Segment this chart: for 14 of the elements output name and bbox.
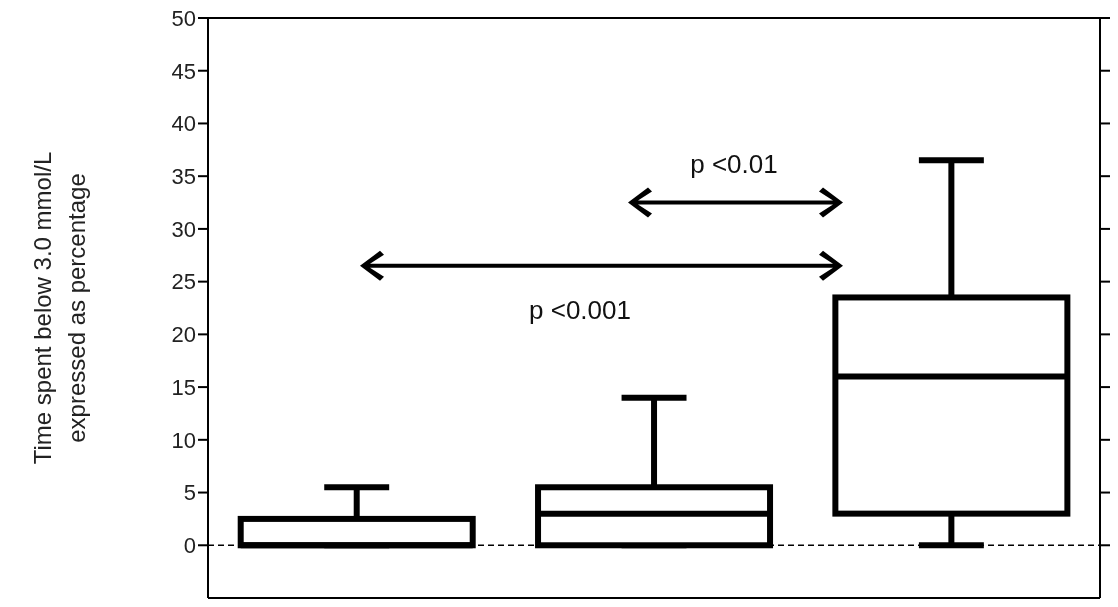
y-tick-label: 0	[183, 533, 196, 559]
y-tick-label: 40	[171, 111, 196, 137]
y-tick-label: 35	[171, 163, 196, 189]
y-tick-label: 50	[171, 5, 196, 31]
y-tick-label: 5	[183, 480, 196, 506]
y-tick-label: 25	[171, 269, 196, 295]
annotation: p <0.01	[690, 149, 778, 180]
annotation: p <0.001	[529, 294, 631, 325]
y-tick-label: 10	[171, 427, 196, 453]
y-tick-label: 45	[171, 58, 196, 84]
y-tick-label: 15	[171, 374, 196, 400]
y-tick-label: 30	[171, 216, 196, 242]
y-tick-label: 20	[171, 322, 196, 348]
y-axis-title: Time spent below 3.0 mmol/L expressed as percentage	[29, 151, 90, 465]
